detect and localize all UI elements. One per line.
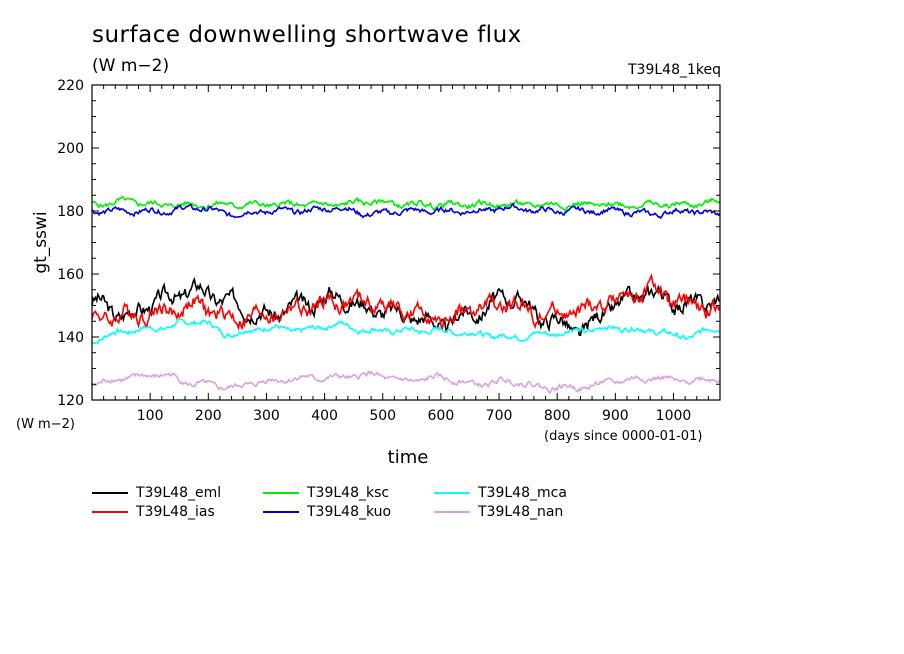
series-line-t39l48-mca [91,318,721,345]
y-axis-label: gt_sswi [31,211,51,273]
chart-units: (W m−2) [92,56,170,76]
x-tick-label: 1000 [656,408,692,424]
legend-label: T39L48_kuo [307,504,392,520]
ticks-layer: 120 140 160 180 200 220 100 200 300 400 500 600 700 8… [57,78,720,424]
legend-swatch [263,511,299,513]
series-line-t39l48-ias [91,272,721,332]
x-tick-label: 500 [369,408,396,424]
legend-item-t39l48-eml: T39L48_eml [92,485,221,501]
legend-swatch [434,492,470,494]
legend-item-t39l48-ksc: T39L48_ksc [263,485,389,501]
y-tick-label: 160 [57,267,84,283]
legend-label: T39L48_ias [136,504,215,520]
legend-swatch [434,511,470,513]
series-line-t39l48-nan [91,369,721,394]
legend-label: T39L48_mca [478,485,567,501]
plot-area: 120 140 160 180 200 220 100 200 300 400 500 600 700 8… [16,78,721,468]
y-tick-label: 220 [57,78,84,94]
series-line-t39l48-ksc [91,196,721,212]
x-tick-label: 600 [428,408,455,424]
legend-item-t39l48-ias: T39L48_ias [92,504,215,520]
x-tick-label: 100 [137,408,164,424]
x-tick-label: 900 [602,408,629,424]
legend-item-t39l48-nan: T39L48_nan [434,504,563,520]
y-tick-label: 200 [57,141,84,157]
series-line-t39l48-kuo [91,202,721,220]
legend-label: T39L48_eml [136,485,222,501]
x-tick-label: 300 [253,408,280,424]
x-tick-label: 400 [311,408,338,424]
plot-frame [91,84,721,401]
y-tick-label: 140 [57,330,84,346]
legend-label: T39L48_nan [478,504,564,520]
legend-swatch [92,492,128,494]
y-tick-label: 180 [57,204,84,220]
run-label: T39L48_1keq [628,62,721,78]
legend-swatch [92,511,128,513]
y-unit-label: (W m−2) [16,417,75,432]
legend-swatch [263,492,299,494]
series-layer [91,196,721,394]
x-unit-label: (days since 0000-01-01) [544,429,702,444]
x-tick-label: 700 [486,408,513,424]
x-axis-label: time [388,447,429,468]
x-tick-label: 800 [544,408,571,424]
legend-item-t39l48-kuo: T39L48_kuo [263,504,391,520]
x-tick-label: 200 [195,408,222,424]
y-tick-label: 120 [57,393,84,409]
legend-label: T39L48_ksc [307,485,390,501]
legend-item-t39l48-mca: T39L48_mca [434,485,567,501]
chart-title: surface downwelling shortwave flux [92,22,522,48]
